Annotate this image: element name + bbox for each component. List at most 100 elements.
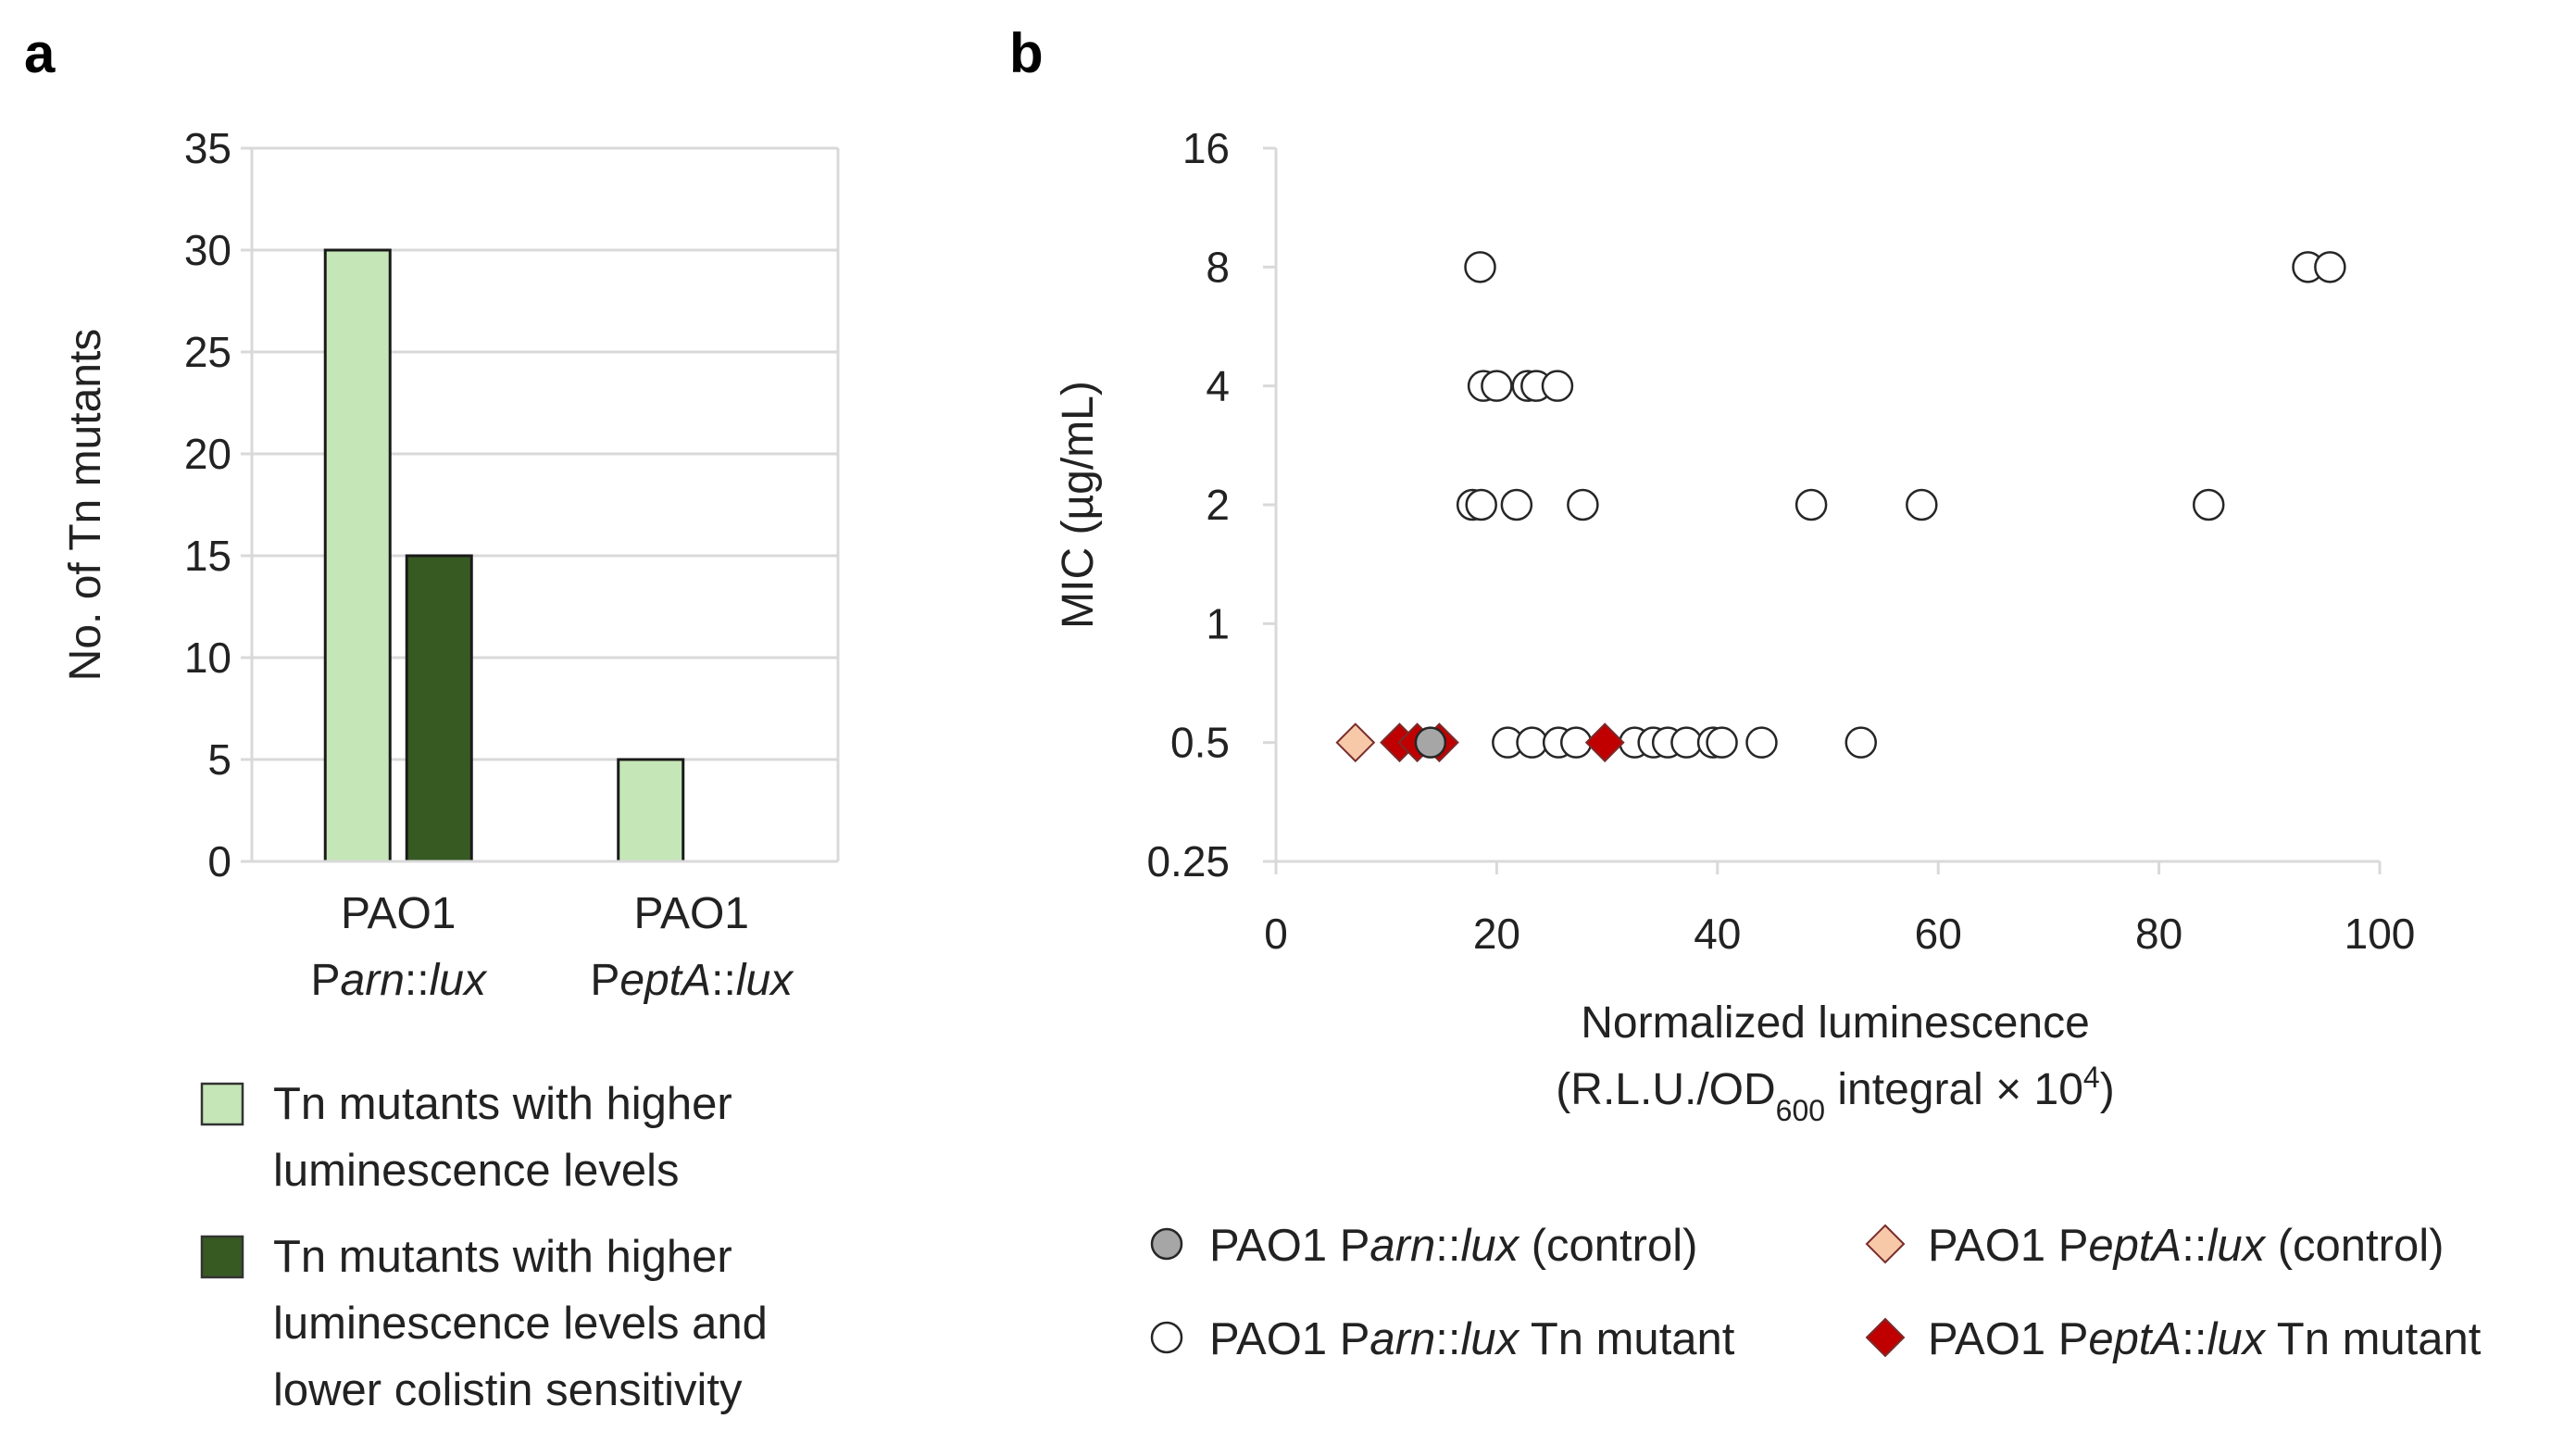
b-legend-label: PAO1 Parn::lux (control) xyxy=(1209,1221,1697,1271)
b-legend-label-part-1: eptA xyxy=(2088,1314,2182,1364)
b-xlabel-part-c: ) xyxy=(2100,1065,2115,1114)
b-legend-label-part-3: lux xyxy=(2207,1314,2266,1364)
b-xlabel-sub: 600 xyxy=(1776,1094,1825,1127)
a-legend-label: luminescence levels xyxy=(273,1146,680,1196)
b-x-axis-label-line2: (R.L.U./OD600 integral × 104) xyxy=(1556,1061,2114,1127)
b-legend-label: PAO1 PeptA::lux (control) xyxy=(1928,1221,2444,1271)
b-point-circle xyxy=(1464,251,1496,283)
a-x-tick-label: PAO1 xyxy=(634,889,750,938)
a-y-axis-label: No. of Tn mutants xyxy=(61,329,110,682)
b-y-tick-label: 8 xyxy=(1206,243,1230,291)
b-point-circle xyxy=(2192,488,2225,521)
b-point-circle xyxy=(1516,726,1548,759)
b-legend-label-part-3: lux xyxy=(1460,1221,1519,1271)
b-x-tick-label: 100 xyxy=(2345,910,2416,958)
b-legend-label-part-0: PAO1 P xyxy=(1209,1314,1369,1364)
a-y-tick-label: 35 xyxy=(184,124,231,172)
b-xlabel-part-a: (R.L.U./OD xyxy=(1556,1065,1775,1114)
a-legend-label: Tn mutants with higher xyxy=(273,1079,732,1129)
b-y-tick-label: 2 xyxy=(1206,481,1230,529)
b-legend-label-part-2: :: xyxy=(1435,1314,1460,1364)
b-point-circle xyxy=(2314,251,2346,283)
a-legend-swatch xyxy=(200,1082,244,1126)
panel-a-label: a xyxy=(24,22,56,84)
a-x-tick-label-2: Parn::lux xyxy=(311,956,488,1005)
b-y-tick-label: 4 xyxy=(1206,362,1230,410)
b-y-axis-label: MIC (µg/mL) xyxy=(1054,381,1103,629)
b-legend-marker xyxy=(1865,1317,1906,1358)
b-xlabel-part-b: integral × 10 xyxy=(1825,1065,2083,1114)
b-legend-label-part-3: lux xyxy=(1460,1314,1519,1364)
b-legend-marker xyxy=(1150,1321,1183,1354)
b-legend-label-part-0: PAO1 P xyxy=(1928,1221,2088,1271)
b-x-tick-label: 80 xyxy=(2135,910,2182,958)
b-y-tick-labels: 0.25 0.5 1 2 4 8 16 xyxy=(1146,124,1230,885)
b-point-diamond xyxy=(1584,722,1625,763)
scatter-chart: 0.25 0.5 1 2 4 8 16 0 20 40 60 80 100 MIC (µg/mL) N… xyxy=(1054,124,2482,1364)
b-point-circle xyxy=(1481,370,1513,402)
b-x-tick-labels: 0 20 40 60 80 100 xyxy=(1264,910,2415,958)
b-legend-label-part-1: arn xyxy=(1369,1314,1435,1364)
b-legend-label-part-1: arn xyxy=(1369,1221,1435,1271)
a-x-tick-label-2-part-0: P xyxy=(311,956,341,1005)
a-x-tick-label-2-part-3: lux xyxy=(736,956,794,1005)
b-legend: PAO1 Parn::lux (control) PAO1 PeptA::lux … xyxy=(1150,1221,2482,1364)
a-y-tick-label: 20 xyxy=(184,430,231,478)
b-point-circle xyxy=(1844,726,1878,759)
a-y-tick-label: 0 xyxy=(207,837,231,885)
b-y-tick-label: 1 xyxy=(1206,599,1230,647)
b-legend-marker xyxy=(1865,1224,1906,1264)
a-x-tick-label-2-part-1: arn xyxy=(341,956,405,1005)
b-y-tick-label: 16 xyxy=(1182,124,1230,172)
b-x-tick-label: 60 xyxy=(1915,910,1962,958)
b-legend-label-part-2: :: xyxy=(2182,1314,2207,1364)
b-point-circle xyxy=(1794,488,1828,521)
b-point-circle xyxy=(1745,726,1778,759)
b-xlabel-sup: 4 xyxy=(2083,1061,2100,1094)
b-x-axis-label: Normalized luminescence xyxy=(1581,998,2090,1048)
b-legend-label-part-2: :: xyxy=(2182,1221,2207,1271)
b-point-circle xyxy=(1414,726,1447,759)
b-point-circle xyxy=(1706,726,1738,759)
panel-b-label: b xyxy=(1009,22,1044,84)
a-bar xyxy=(405,554,473,863)
b-x-tick-label: 0 xyxy=(1264,910,1288,958)
b-legend-label-part-1: eptA xyxy=(2088,1221,2182,1271)
b-point-diamond xyxy=(1335,722,1376,763)
a-x-tick-label-2-part-0: P xyxy=(590,956,619,1005)
a-bar xyxy=(617,758,685,863)
a-y-tick-label: 15 xyxy=(184,532,231,580)
b-legend-label-part-0: PAO1 P xyxy=(1209,1221,1369,1271)
a-legend-swatch xyxy=(200,1235,244,1279)
a-y-tick-label: 25 xyxy=(184,328,231,376)
a-y-tick-label: 30 xyxy=(184,226,231,274)
a-legend: Tn mutants with higher luminescence level… xyxy=(200,1079,768,1415)
a-x-tick-label-2: PeptA::lux xyxy=(590,956,794,1005)
a-y-tick-labels: 0 5 10 15 20 25 30 35 xyxy=(184,124,231,885)
b-legend-label-part-4: Tn mutant xyxy=(2265,1314,2482,1364)
b-point-circle xyxy=(1670,726,1703,759)
a-x-tick-label-2-part-2: :: xyxy=(405,956,430,1005)
a-axes xyxy=(241,146,840,863)
b-point-circle xyxy=(1567,488,1599,521)
b-legend-label: PAO1 Parn::lux Tn mutant xyxy=(1209,1314,1735,1364)
b-legend-marker xyxy=(1150,1227,1183,1261)
a-y-tick-label: 5 xyxy=(207,735,231,784)
a-x-tick-label: PAO1 xyxy=(341,889,456,938)
b-legend-label-part-2: :: xyxy=(1435,1221,1460,1271)
b-x-tick-label: 20 xyxy=(1473,910,1520,958)
b-y-tick-label: 0.5 xyxy=(1170,719,1230,767)
b-point-circle xyxy=(1500,488,1533,521)
a-x-tick-label-2-part-2: :: xyxy=(711,956,736,1005)
b-point-circle xyxy=(1541,370,1574,402)
b-legend-label-part-4: Tn mutant xyxy=(1519,1314,1735,1364)
b-legend-label-part-3: lux xyxy=(2207,1221,2266,1271)
b-point-circle xyxy=(1465,488,1497,521)
a-bar xyxy=(323,248,392,863)
b-legend-label-part-4: (control) xyxy=(1519,1221,1697,1271)
b-point-circle xyxy=(1906,488,1938,521)
a-legend-label: Tn mutants with higher xyxy=(273,1232,732,1282)
